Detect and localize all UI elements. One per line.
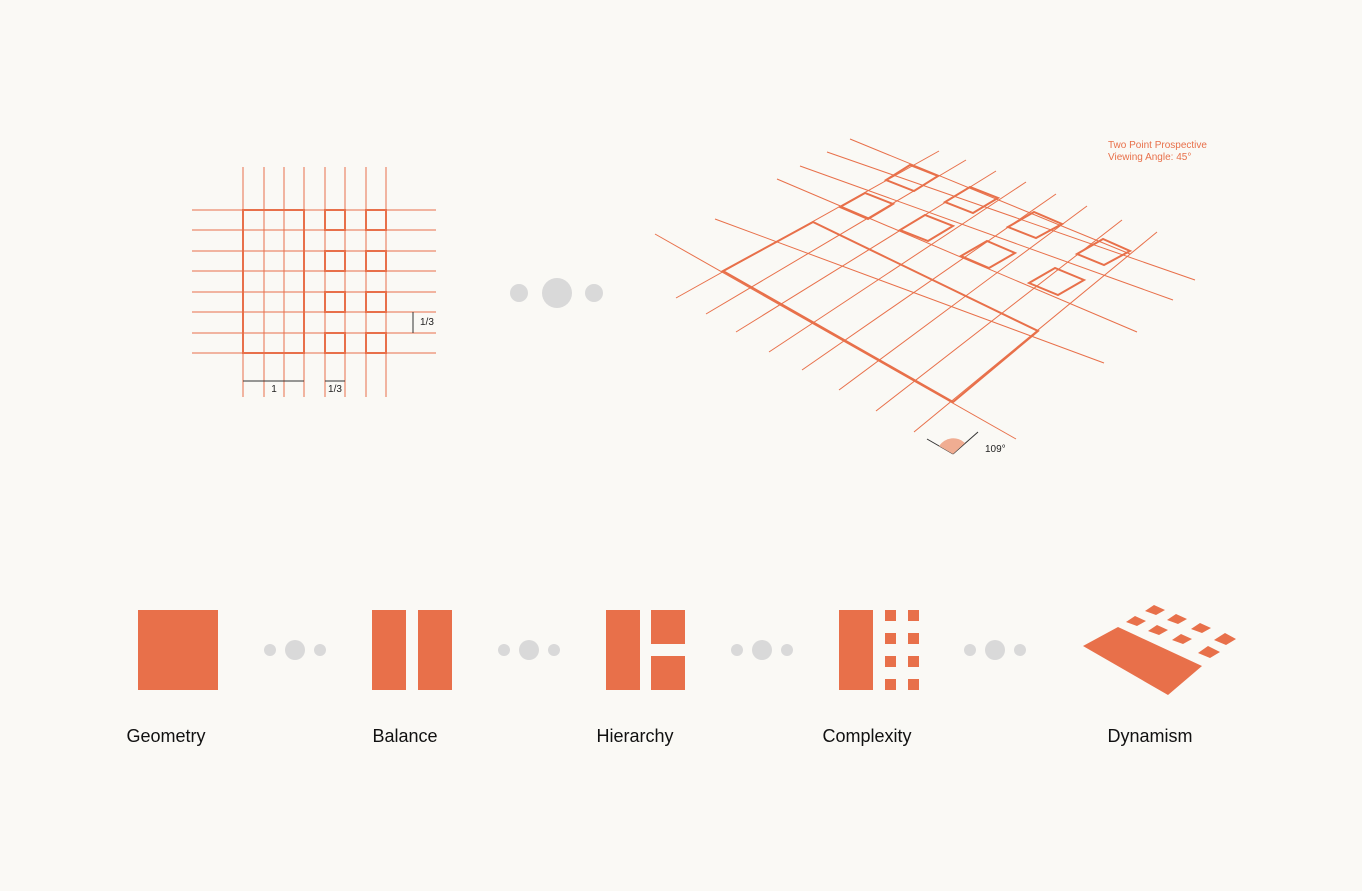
perspective-small-module [837, 191, 896, 221]
grid-modules [242, 209, 387, 354]
grid-large-module [242, 209, 305, 354]
grid-col-unit-label: 1 [271, 384, 277, 395]
dot [264, 644, 276, 656]
perspective-diagram: 109° Two Point Prospective Viewing Angle… [654, 138, 1207, 455]
dot [510, 284, 528, 302]
dot [985, 640, 1005, 660]
dot [964, 644, 976, 656]
dot [285, 640, 305, 660]
complexity-label: Complexity [822, 726, 911, 746]
geometry-icon [138, 610, 218, 690]
progression-connector-dots [264, 640, 326, 660]
grid-small-module [324, 209, 346, 231]
complexity-icon [839, 610, 919, 690]
perspective-modules [720, 163, 1133, 404]
progression-connector-dots [731, 640, 793, 660]
perspective-small-module [942, 185, 1001, 215]
dot [781, 644, 793, 656]
hierarchy-icon [606, 610, 685, 690]
hierarchy-label: Hierarchy [596, 726, 673, 746]
grid-horizontal-lines [192, 209, 436, 354]
perspective-small-module [1005, 210, 1065, 240]
perspective-lines-family-a [654, 138, 1196, 440]
geometry-label: Geometry [126, 726, 205, 746]
dot [731, 644, 743, 656]
dot [314, 644, 326, 656]
balance-label: Balance [372, 726, 437, 746]
top-connector-dots [510, 278, 603, 308]
progression-row: Geometry Balance Hierarchy Complexity Dy… [126, 605, 1236, 746]
perspective-large-module [720, 220, 1040, 404]
grid-row-third-label: 1/3 [420, 317, 434, 328]
perspective-small-module [958, 239, 1018, 270]
dot [1014, 644, 1026, 656]
angle-arc [939, 438, 965, 454]
perspective-lines-family-b [675, 150, 1158, 433]
grid-small-module [365, 332, 387, 354]
perspective-small-module [1074, 237, 1133, 267]
dynamism-label: Dynamism [1107, 726, 1192, 746]
grid-diagram: 1 1/3 1/3 [192, 167, 436, 397]
perspective-note-line1: Two Point Prospective [1108, 140, 1207, 151]
grid-measure-marks [243, 312, 414, 382]
grid-small-module [324, 332, 346, 354]
grid-small-module [324, 250, 346, 272]
perspective-note-line2: Viewing Angle: 45° [1108, 152, 1191, 163]
grid-small-module [365, 291, 387, 313]
perspective-small-module [883, 163, 941, 193]
dot [498, 644, 510, 656]
grid-vertical-lines [242, 167, 387, 397]
dot [585, 284, 603, 302]
angle-label: 109° [985, 444, 1006, 455]
balance-icon [372, 610, 452, 690]
dot [548, 644, 560, 656]
grid-small-module [365, 209, 387, 231]
progression-connector-dots [964, 640, 1026, 660]
perspective-small-module [1026, 266, 1087, 297]
dot [752, 640, 772, 660]
dynamism-icon [1083, 605, 1236, 695]
perspective-small-module [897, 213, 956, 243]
progression-connector-dots [498, 640, 560, 660]
dot [542, 278, 572, 308]
grid-small-module [324, 291, 346, 313]
angle-marker [926, 431, 979, 455]
dot [519, 640, 539, 660]
grid-small-module [365, 250, 387, 272]
grid-col-third-label: 1/3 [328, 384, 342, 395]
